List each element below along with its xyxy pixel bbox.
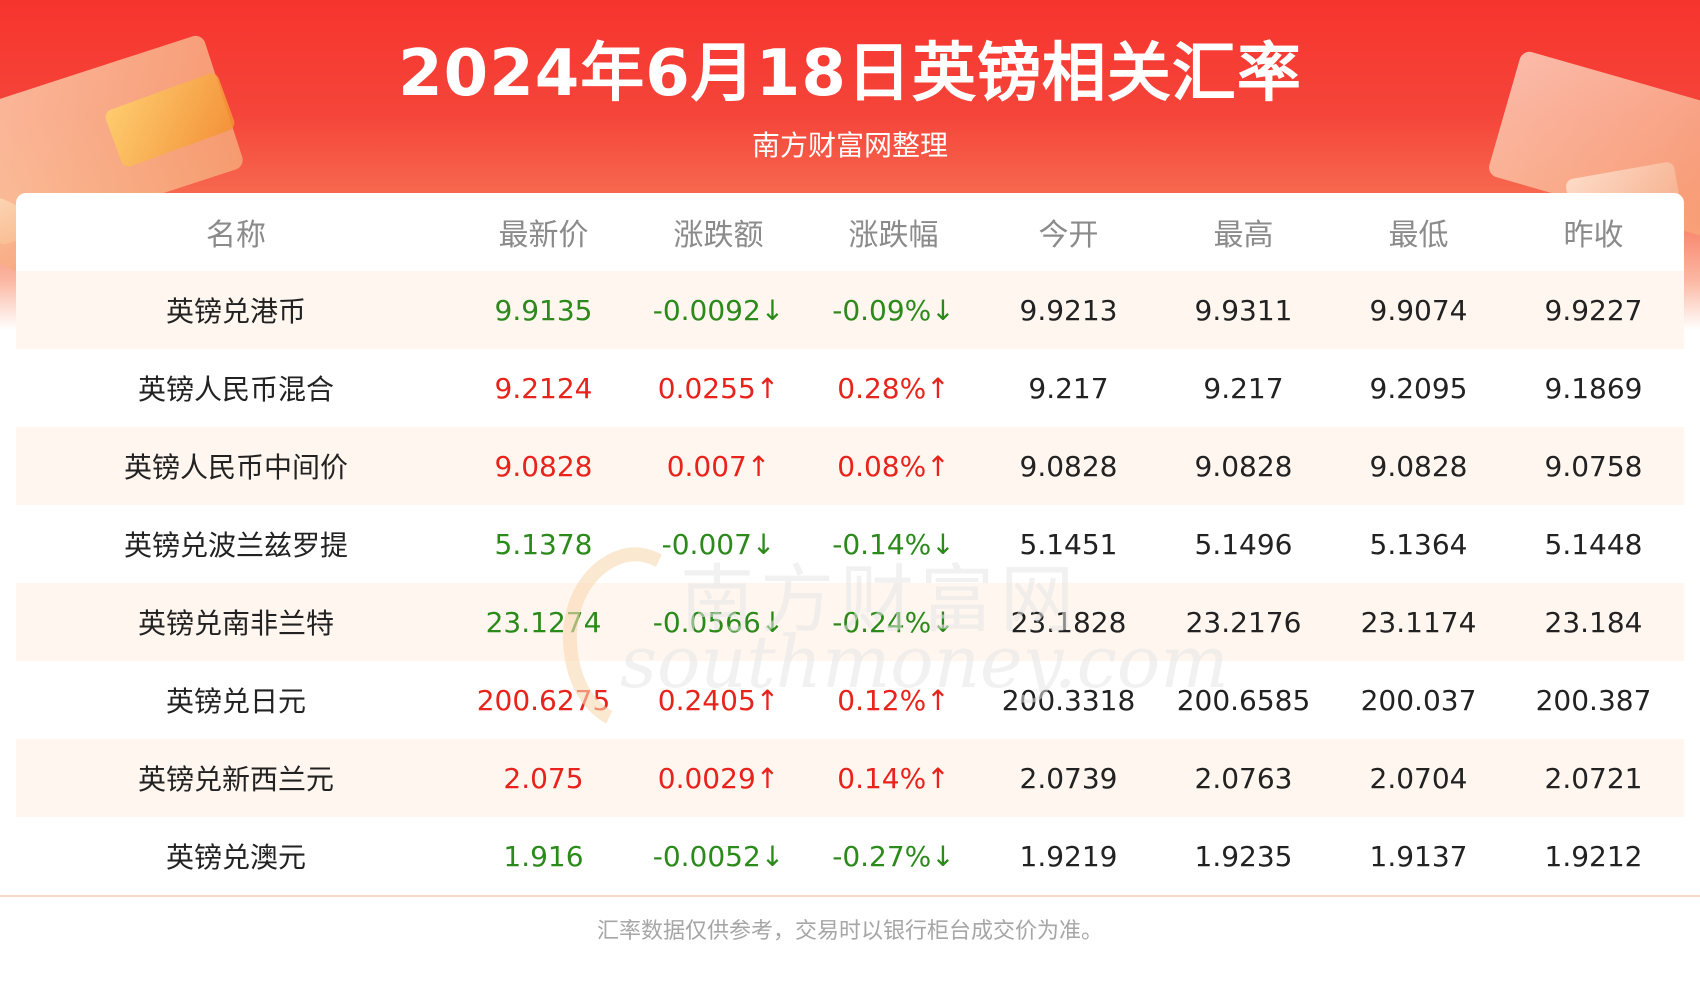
cell-prev-close: 9.0758: [1544, 449, 1643, 483]
cell-prev-close: 2.0721: [1544, 761, 1643, 795]
cell-prev-close: 9.1869: [1544, 371, 1643, 405]
cell-change-pct: 0.12%↑: [837, 683, 950, 717]
page-title: 2024年6月18日英镑相关汇率: [398, 37, 1302, 111]
cell-high: 5.1496: [1194, 527, 1293, 561]
cell-change-pct: -0.09%↓: [832, 293, 955, 327]
cell-open: 5.1451: [1019, 527, 1118, 561]
cell-name: 英镑兑澳元: [165, 841, 306, 874]
cell-latest: 2.075: [503, 761, 584, 795]
cell-change: -0.0052↓: [652, 839, 785, 873]
table-header: 名称 最新价 涨跌额 涨跌幅 今开 最高 最低 昨收: [16, 193, 1684, 271]
cell-latest: 5.1378: [494, 527, 593, 561]
cell-change: 0.2405↑: [657, 683, 780, 717]
cell-change-pct: 0.28%↑: [837, 371, 950, 405]
cell-open: 2.0739: [1019, 761, 1118, 795]
cell-open: 23.1828: [1010, 605, 1127, 639]
cell-change: 0.0029↑: [657, 761, 780, 795]
cell-latest: 200.6275: [476, 683, 611, 717]
cell-change-pct: -0.24%↓: [832, 605, 955, 639]
rate-table: 名称 最新价 涨跌额 涨跌幅 今开 最高 最低 昨收 英镑兑港币 9.9135 -0…: [16, 193, 1684, 895]
cell-high: 23.2176: [1185, 605, 1302, 639]
cell-prev-close: 23.184: [1544, 605, 1643, 639]
table-row: 英镑兑波兰兹罗提 5.1378 -0.007↓ -0.14%↓ 5.1451 5.1496…: [16, 505, 1684, 583]
cell-open: 9.9213: [1019, 293, 1118, 327]
cell-change-pct: -0.27%↓: [832, 839, 955, 873]
table-body: 英镑兑港币 9.9135 -0.0092↓ -0.09%↓ 9.9213 9.9311 9.…: [16, 271, 1684, 895]
cell-name: 英镑兑日元: [165, 685, 306, 718]
cell-latest: 23.1274: [485, 605, 602, 639]
cell-change: 0.0255↑: [657, 371, 780, 405]
table-row: 英镑兑港币 9.9135 -0.0092↓ -0.09%↓ 9.9213 9.9311 9.…: [16, 271, 1684, 349]
cell-low: 9.9074: [1369, 293, 1468, 327]
cell-latest: 9.9135: [494, 293, 593, 327]
cell-name: 英镑兑新西兰元: [137, 763, 334, 796]
cell-low: 1.9137: [1369, 839, 1468, 873]
cell-name: 英镑人民币混合: [137, 373, 334, 406]
column-header-open: 今开: [1038, 218, 1099, 253]
cell-name: 英镑兑波兰兹罗提: [123, 529, 348, 562]
column-header-high: 最高: [1213, 218, 1274, 253]
column-header-change: 涨跌额: [673, 218, 764, 253]
cell-high: 1.9235: [1194, 839, 1293, 873]
cell-open: 9.0828: [1019, 449, 1118, 483]
column-header-change-pct: 涨跌幅: [848, 218, 939, 253]
cell-low: 5.1364: [1369, 527, 1468, 561]
cell-latest: 9.2124: [494, 371, 593, 405]
cell-low: 23.1174: [1360, 605, 1477, 639]
cell-low: 9.2095: [1369, 371, 1468, 405]
cell-open: 200.3318: [1001, 683, 1136, 717]
cell-low: 9.0828: [1369, 449, 1468, 483]
table-row: 英镑兑南非兰特 23.1274 -0.0566↓ -0.24%↓ 23.1828 23.2…: [16, 583, 1684, 661]
table-row: 英镑人民币混合 9.2124 0.0255↑ 0.28%↑ 9.217 9.217 9.20…: [16, 349, 1684, 427]
cell-change: -0.0092↓: [652, 293, 785, 327]
cell-change: 0.007↑: [666, 449, 771, 483]
table-row: 英镑人民币中间价 9.0828 0.007↑ 0.08%↑ 9.0828 9.0828 9.…: [16, 427, 1684, 505]
cell-low: 200.037: [1360, 683, 1477, 717]
cell-open: 9.217: [1028, 371, 1109, 405]
column-header-prev-close: 昨收: [1563, 218, 1624, 253]
column-header-low: 最低: [1388, 218, 1449, 253]
column-header-latest: 最新价: [498, 218, 589, 253]
table-row: 英镑兑日元 200.6275 0.2405↑ 0.12%↑ 200.3318 200.65…: [16, 661, 1684, 739]
cell-name: 英镑兑南非兰特: [137, 607, 334, 640]
page-subtitle: 南方财富网整理: [751, 129, 948, 162]
cell-prev-close: 1.9212: [1544, 839, 1643, 873]
cell-prev-close: 200.387: [1535, 683, 1652, 717]
divider: [0, 895, 1700, 897]
cell-change-pct: 0.08%↑: [837, 449, 950, 483]
cell-name: 英镑人民币中间价: [123, 451, 348, 484]
cell-high: 2.0763: [1194, 761, 1293, 795]
cell-high: 9.9311: [1194, 293, 1293, 327]
cell-prev-close: 5.1448: [1544, 527, 1643, 561]
cell-change-pct: -0.14%↓: [832, 527, 955, 561]
cell-change-pct: 0.14%↑: [837, 761, 950, 795]
cell-change: -0.0566↓: [652, 605, 785, 639]
footnote: 汇率数据仅供参考，交易时以银行柜台成交价为准。: [596, 919, 1103, 944]
cell-prev-close: 9.9227: [1544, 293, 1643, 327]
cell-high: 200.6585: [1176, 683, 1311, 717]
table-row: 英镑兑澳元 1.916 -0.0052↓ -0.27%↓ 1.9219 1.9235 1.9…: [16, 817, 1684, 895]
cell-name: 英镑兑港币: [165, 295, 306, 328]
table-row: 英镑兑新西兰元 2.075 0.0029↑ 0.14%↑ 2.0739 2.0763 2.0…: [16, 739, 1684, 817]
cell-high: 9.0828: [1194, 449, 1293, 483]
column-header-name: 名称: [206, 218, 266, 253]
cell-change: -0.007↓: [661, 527, 776, 561]
cell-latest: 1.916: [503, 839, 584, 873]
cell-high: 9.217: [1203, 371, 1284, 405]
cell-latest: 9.0828: [494, 449, 593, 483]
cell-open: 1.9219: [1019, 839, 1118, 873]
cell-low: 2.0704: [1369, 761, 1468, 795]
